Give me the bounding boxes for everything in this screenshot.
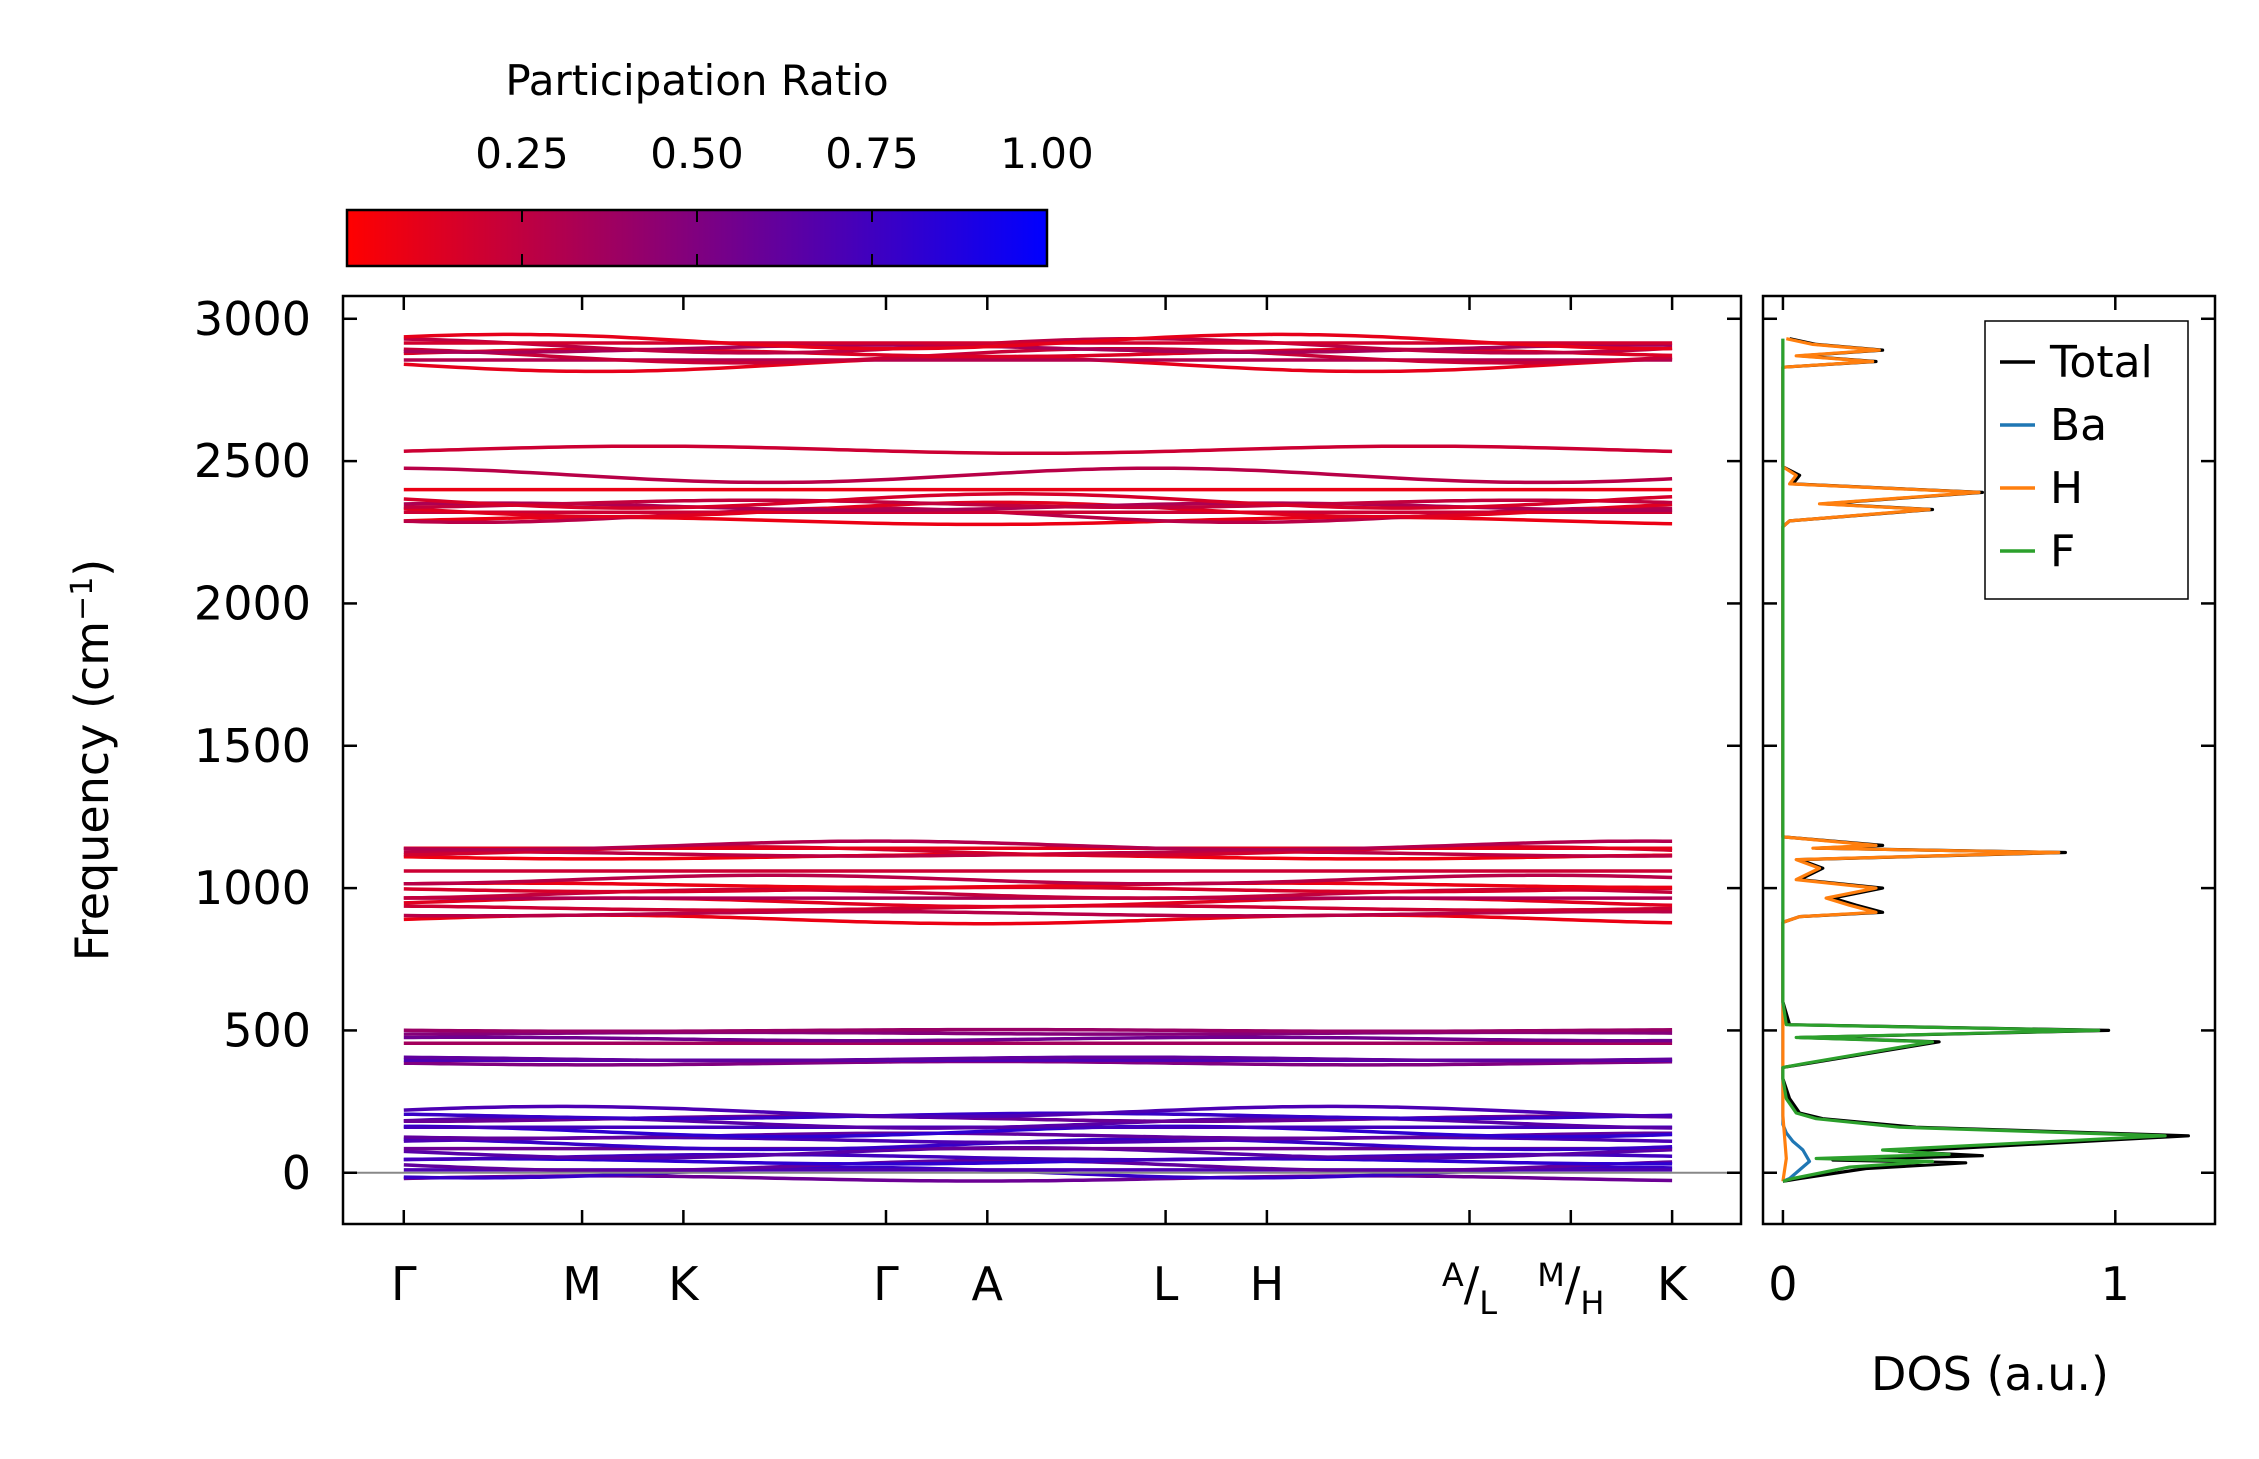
band-axes-frame xyxy=(341,294,1743,1226)
band-line xyxy=(403,1111,1673,1121)
x-tick-label: M xyxy=(562,1257,602,1311)
legend-label-h: H xyxy=(2050,463,2083,514)
y-tick-label: 1500 xyxy=(194,719,311,773)
y-axis-label: Frequency (cm−1) xyxy=(65,559,119,962)
colorbar-tick-label: 0.50 xyxy=(650,129,744,178)
band-line xyxy=(403,332,1673,351)
y-tick-label: 2500 xyxy=(194,434,311,488)
band-line xyxy=(403,346,1673,365)
band-line xyxy=(403,498,1673,510)
x-tick-label: K xyxy=(1657,1257,1689,1311)
band-line xyxy=(403,492,1673,510)
band-line xyxy=(403,881,1673,890)
band-x-ticks: Γ M K Γ A L H A/LM/H K xyxy=(391,296,1689,1322)
dos-axes-frame xyxy=(1761,294,2217,1226)
band-line xyxy=(403,909,1673,918)
dos-lines xyxy=(1781,337,2190,1183)
x-tick-label: Γ xyxy=(873,1257,899,1311)
band-lines xyxy=(403,332,1673,1183)
band-line xyxy=(403,873,1673,886)
band-line xyxy=(403,444,1673,456)
y-tick-label: 3000 xyxy=(194,292,311,346)
band-line xyxy=(403,336,1673,355)
legend-label-total: Total xyxy=(2049,337,2153,388)
x-tick-label-top: M xyxy=(1537,1256,1565,1294)
y-tick-label: 2000 xyxy=(194,576,311,630)
dos-x-tick-label: 0 xyxy=(1768,1257,1797,1311)
band-line xyxy=(403,1152,1673,1162)
x-tick-label-fraction: M/H xyxy=(1537,1256,1604,1322)
legend-label-ba: Ba xyxy=(2050,400,2107,451)
x-tick-label: K xyxy=(668,1257,700,1311)
x-tick-label-slash: / xyxy=(1464,1257,1480,1311)
colorbar-tick-label: 0.25 xyxy=(475,129,569,178)
x-tick-label: L xyxy=(1153,1257,1179,1311)
y-axis-label-close: ) xyxy=(65,559,119,577)
x-tick-label: Γ xyxy=(391,1257,417,1311)
x-tick-label-slash: / xyxy=(1565,1257,1581,1311)
x-tick-label-bottom: H xyxy=(1580,1284,1604,1322)
x-tick-label-fraction: A/L xyxy=(1442,1256,1497,1322)
y-tick-label: 500 xyxy=(223,1003,311,1057)
x-tick-label-bottom: L xyxy=(1479,1284,1497,1322)
colorbar-ticks xyxy=(521,210,873,266)
legend-label-f: F xyxy=(2050,526,2075,577)
colorbar-tick-labels: 0.25 0.50 0.75 1.00 xyxy=(475,129,1094,178)
colorbar-tick-label: 1.00 xyxy=(1000,129,1094,178)
y-tick-label: 0 xyxy=(282,1146,311,1200)
dos-line-ba xyxy=(1781,338,1812,1183)
band-line xyxy=(403,1055,1673,1063)
x-tick-label: A xyxy=(972,1257,1004,1311)
colorbar-title: Participation Ratio xyxy=(505,56,888,105)
band-line xyxy=(403,500,1673,519)
band-line xyxy=(403,1035,1673,1043)
colorbar-tick-label: 0.75 xyxy=(825,129,919,178)
dos-x-tick-label: 1 xyxy=(2101,1257,2130,1311)
colorbar: Participation Ratio 0.25 0.50 0.75 1.00 xyxy=(345,56,1094,268)
dos-x-axis-label: DOS (a.u.) xyxy=(1871,1347,2109,1401)
band-line xyxy=(403,839,1673,852)
band-line xyxy=(403,1157,1673,1166)
band-y-ticks: 0 500 1000 1500 2000 2500 3000 xyxy=(194,292,2215,1200)
band-line xyxy=(403,466,1673,485)
y-tick-label: 1000 xyxy=(194,861,311,915)
x-tick-label: H xyxy=(1250,1257,1285,1311)
dos-legend: Total Ba HF xyxy=(1984,320,2189,600)
band-line xyxy=(403,885,1673,894)
x-tick-label-top: A xyxy=(1442,1256,1464,1294)
band-line xyxy=(403,1027,1673,1034)
band-line xyxy=(403,1124,1673,1139)
y-axis-label-sup: −1 xyxy=(65,577,100,621)
dos-line-f xyxy=(1781,338,2167,1183)
dos-line-h xyxy=(1781,337,2061,1182)
band-line xyxy=(403,1104,1673,1119)
y-axis-label-main: Frequency (cm xyxy=(65,621,119,961)
